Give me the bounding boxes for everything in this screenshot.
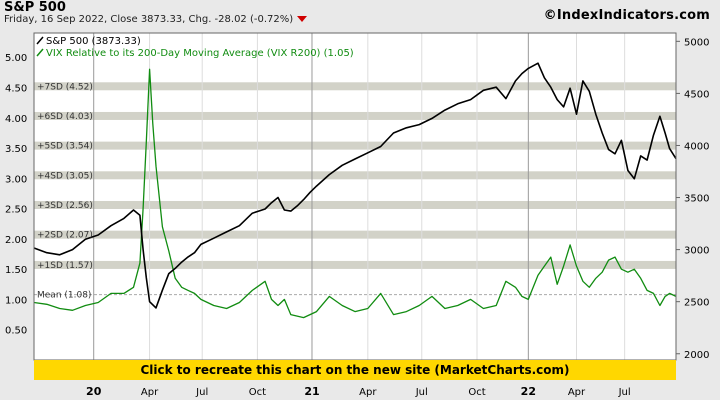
chart-title: S&P 500 [4, 0, 66, 15]
chart-subtitle: Friday, 16 Sep 2022, Close 3873.33, Chg.… [4, 14, 308, 25]
left-tick-label: 2.50 [5, 205, 27, 216]
x-tick-label: Oct [468, 387, 485, 398]
mean-label: Mean (1.08) [37, 291, 91, 301]
right-tick-label: 3000 [684, 246, 709, 257]
sd-band-label: +5SD (3.54) [37, 142, 93, 152]
sd-band [34, 260, 676, 269]
sd-band-label: +7SD (4.52) [37, 82, 93, 92]
right-tick-label: 3500 [684, 194, 709, 205]
left-tick-label: 2.00 [5, 235, 27, 246]
x-tick-label: Oct [249, 387, 266, 398]
sd-band-label: +3SD (2.56) [37, 201, 93, 211]
right-tick-label: 4500 [684, 89, 709, 100]
sd-band [34, 82, 676, 91]
legend-entry: VIX Relative to its 200-Day Moving Avera… [46, 48, 354, 59]
right-tick-label: 2500 [684, 298, 709, 309]
x-tick-label: Apr [359, 387, 377, 398]
sd-band [34, 141, 676, 150]
x-tick-label: Jul [415, 387, 428, 398]
legend-swatch [36, 36, 44, 45]
right-tick-label: 4000 [684, 141, 709, 152]
sd-band-label: +2SD (2.07) [37, 231, 93, 241]
right-tick-label: 5000 [684, 37, 709, 48]
right-tick-label: 2000 [684, 350, 709, 361]
sd-band-label: +6SD (4.03) [37, 112, 93, 122]
x-tick-label: 20 [86, 385, 102, 398]
x-tick-label: Apr [141, 387, 159, 398]
sd-band [34, 230, 676, 239]
x-tick-label: Jul [618, 387, 631, 398]
legend-swatch [36, 48, 44, 57]
left-tick-label: 3.00 [5, 174, 27, 185]
left-tick-label: 0.50 [5, 326, 27, 337]
sd-band [34, 111, 676, 120]
left-tick-label: 4.50 [5, 84, 27, 95]
sd-band [34, 200, 676, 209]
x-tick-label: 21 [304, 385, 319, 398]
sd-band [34, 171, 676, 180]
sd-band-label: +1SD (1.57) [37, 261, 93, 271]
down-arrow-icon [297, 16, 308, 22]
left-tick-label: 1.50 [5, 265, 27, 276]
left-tick-label: 4.00 [5, 114, 27, 125]
legend-entry: S&P 500 (3873.33) [46, 36, 141, 47]
x-tick-label: Apr [568, 387, 586, 398]
vix-r200-series-line [33, 68, 677, 319]
left-tick-label: 1.00 [5, 295, 27, 306]
sd-band-label: +4SD (3.05) [37, 171, 93, 181]
brand-watermark: ©IndexIndicators.com [543, 8, 710, 23]
left-tick-label: 3.50 [5, 144, 27, 155]
close-summary: Friday, 16 Sep 2022, Close 3873.33, Chg.… [4, 14, 294, 25]
spx-series-line [33, 62, 677, 309]
left-tick-label: 5.00 [5, 53, 27, 64]
x-tick-label: Jul [195, 387, 208, 398]
recreate-chart-banner[interactable]: Click to recreate this chart on the new … [34, 360, 676, 380]
x-tick-label: 22 [521, 385, 536, 398]
